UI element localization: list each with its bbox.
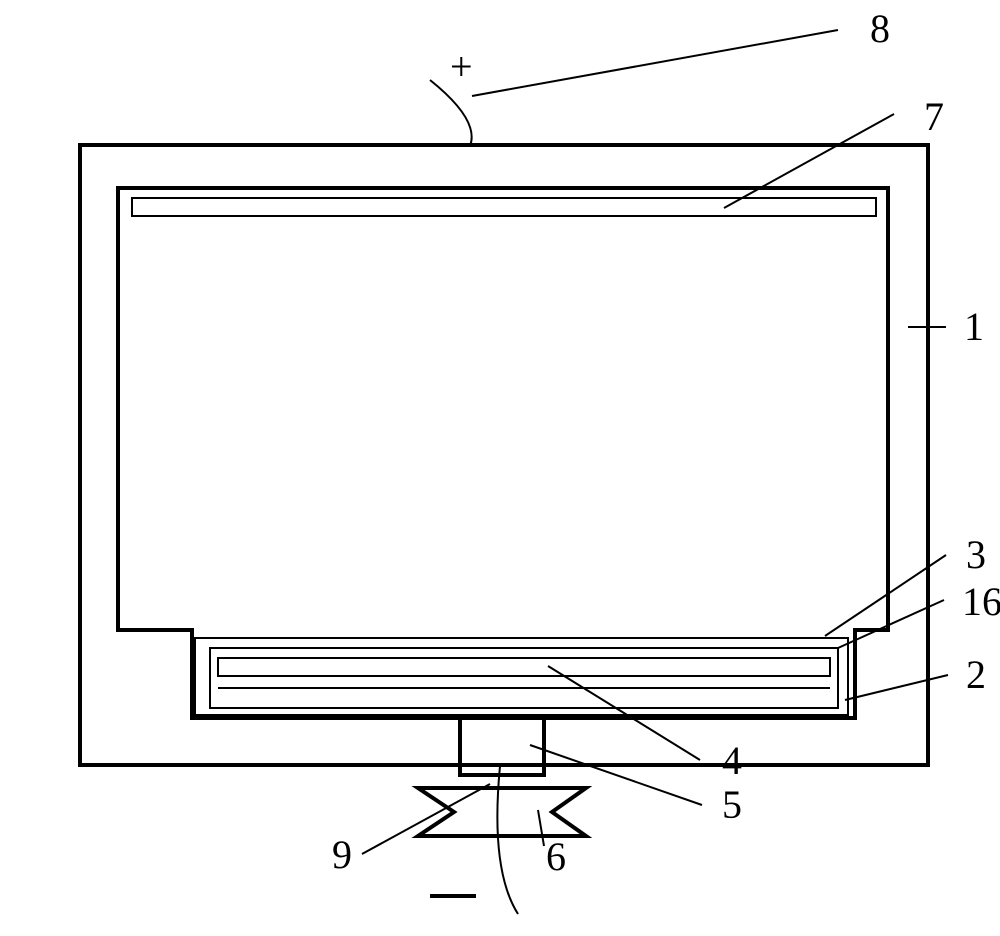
leader-line	[724, 114, 894, 208]
pulley	[418, 788, 586, 836]
bottom-slab	[218, 658, 830, 676]
reference-number: 9	[332, 832, 352, 877]
outer-housing	[80, 145, 928, 765]
reference-number: 8	[870, 6, 890, 51]
reference-labels: 87 1 316 2 45 9 6	[332, 6, 1000, 879]
positive-lead-wire	[430, 80, 472, 146]
reference-number: 4	[722, 738, 742, 783]
leader-line	[845, 675, 948, 700]
reference-number: 1	[964, 304, 984, 349]
reference-number: 2	[966, 652, 986, 697]
leader-line	[538, 810, 544, 846]
leader-line	[548, 666, 700, 760]
reference-number: 3	[966, 532, 986, 577]
reference-number: 7	[924, 94, 944, 139]
reference-number: 6	[546, 834, 566, 879]
reference-number: 16	[962, 579, 1000, 624]
leader-line	[530, 745, 702, 805]
leader-line	[472, 30, 838, 96]
plus-symbol: +	[450, 44, 473, 89]
top-electrode-bar	[132, 198, 876, 216]
reference-number: 5	[722, 782, 742, 827]
technical-diagram: + 87 1 316 2 45 9 6	[0, 0, 1000, 936]
